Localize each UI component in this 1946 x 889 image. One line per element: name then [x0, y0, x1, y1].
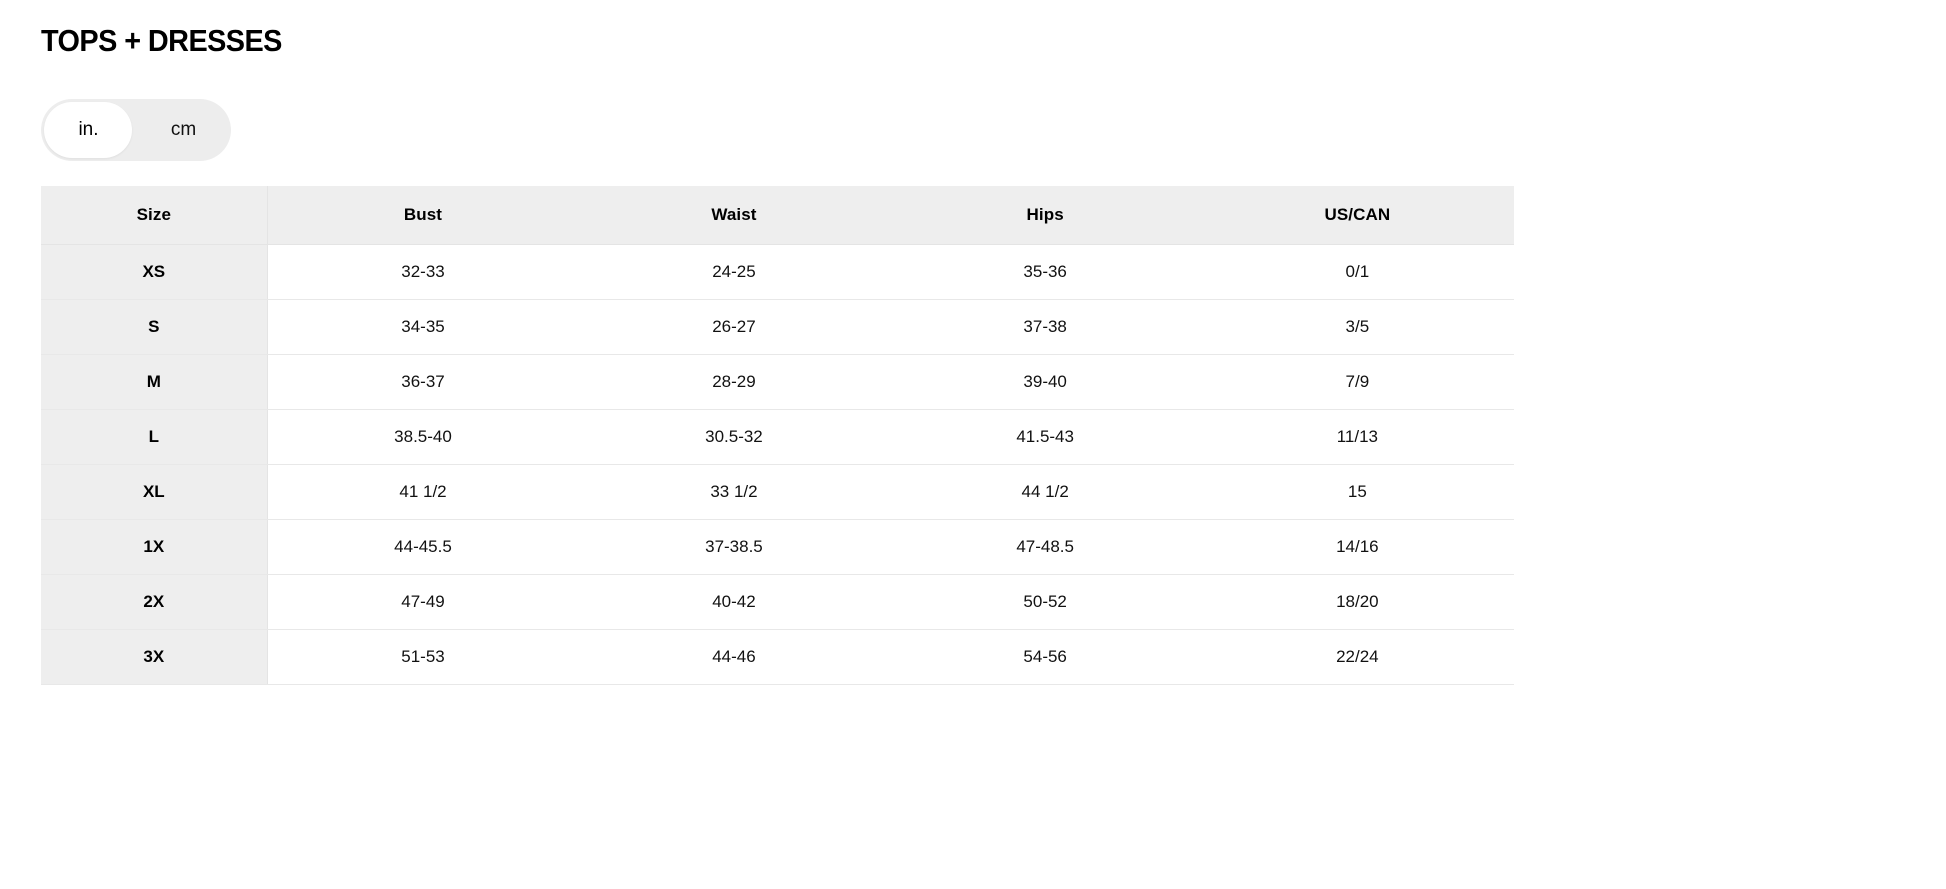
unit-option-centimeters[interactable]: cm	[170, 119, 197, 140]
cell-hips: 37-38	[889, 299, 1201, 355]
cell-bust: 34-35	[267, 299, 579, 355]
table-body: XS 32-33 24-25 35-36 0/1 S 34-35 26-27 3…	[41, 243, 1514, 685]
cell-size: L	[41, 409, 268, 465]
page-title: TOPS + DRESSES	[41, 23, 282, 58]
table-row: L 38.5-40 30.5-32 41.5-43 11/13	[41, 409, 1514, 465]
unit-toggle-knob	[44, 102, 132, 158]
cell-hips: 50-52	[889, 574, 1201, 630]
cell-size: 3X	[41, 629, 268, 685]
unit-toggle[interactable]: in. cm	[41, 99, 231, 161]
table-row: XS 32-33 24-25 35-36 0/1	[41, 243, 1514, 300]
cell-size: S	[41, 299, 268, 355]
cell-size: 2X	[41, 574, 268, 630]
cell-waist: 44-46	[578, 629, 890, 685]
cell-bust: 36-37	[267, 354, 579, 410]
cell-bust: 47-49	[267, 574, 579, 630]
table-row: 1X 44-45.5 37-38.5 47-48.5 14/16	[41, 519, 1514, 575]
cell-hips: 39-40	[889, 354, 1201, 410]
column-header-waist: Waist	[578, 186, 890, 244]
cell-hips: 41.5-43	[889, 409, 1201, 465]
cell-size: XL	[41, 464, 268, 520]
cell-waist: 30.5-32	[578, 409, 890, 465]
table-row: XL 41 1/2 33 1/2 44 1/2 15	[41, 464, 1514, 520]
size-chart-table: Size Bust Waist Hips US/CAN XS 32-33 24-…	[41, 186, 1514, 685]
cell-size: XS	[41, 243, 268, 300]
cell-uscan: 18/20	[1200, 574, 1514, 630]
cell-waist: 40-42	[578, 574, 890, 630]
cell-waist: 24-25	[578, 243, 890, 300]
table-row: M 36-37 28-29 39-40 7/9	[41, 354, 1514, 410]
cell-size: M	[41, 354, 268, 410]
cell-bust: 38.5-40	[267, 409, 579, 465]
cell-waist: 28-29	[578, 354, 890, 410]
cell-waist: 26-27	[578, 299, 890, 355]
unit-option-inches[interactable]: in.	[78, 119, 99, 140]
table-row: 2X 47-49 40-42 50-52 18/20	[41, 574, 1514, 630]
cell-uscan: 7/9	[1200, 354, 1514, 410]
table-row: S 34-35 26-27 37-38 3/5	[41, 299, 1514, 355]
cell-uscan: 22/24	[1200, 629, 1514, 685]
cell-uscan: 15	[1200, 464, 1514, 520]
table-header-row: Size Bust Waist Hips US/CAN	[41, 186, 1514, 244]
cell-hips: 44 1/2	[889, 464, 1201, 520]
cell-bust: 44-45.5	[267, 519, 579, 575]
table-header: Size Bust Waist Hips US/CAN	[41, 186, 1514, 244]
column-header-hips: Hips	[889, 186, 1201, 244]
cell-bust: 51-53	[267, 629, 579, 685]
cell-waist: 33 1/2	[578, 464, 890, 520]
column-header-uscan: US/CAN	[1200, 186, 1514, 244]
cell-hips: 54-56	[889, 629, 1201, 685]
cell-bust: 32-33	[267, 243, 579, 300]
cell-uscan: 3/5	[1200, 299, 1514, 355]
cell-waist: 37-38.5	[578, 519, 890, 575]
column-header-size: Size	[41, 186, 268, 244]
cell-uscan: 0/1	[1200, 243, 1514, 300]
cell-bust: 41 1/2	[267, 464, 579, 520]
column-header-bust: Bust	[267, 186, 579, 244]
cell-uscan: 11/13	[1200, 409, 1514, 465]
table-row: 3X 51-53 44-46 54-56 22/24	[41, 629, 1514, 685]
cell-uscan: 14/16	[1200, 519, 1514, 575]
cell-hips: 47-48.5	[889, 519, 1201, 575]
cell-hips: 35-36	[889, 243, 1201, 300]
cell-size: 1X	[41, 519, 268, 575]
